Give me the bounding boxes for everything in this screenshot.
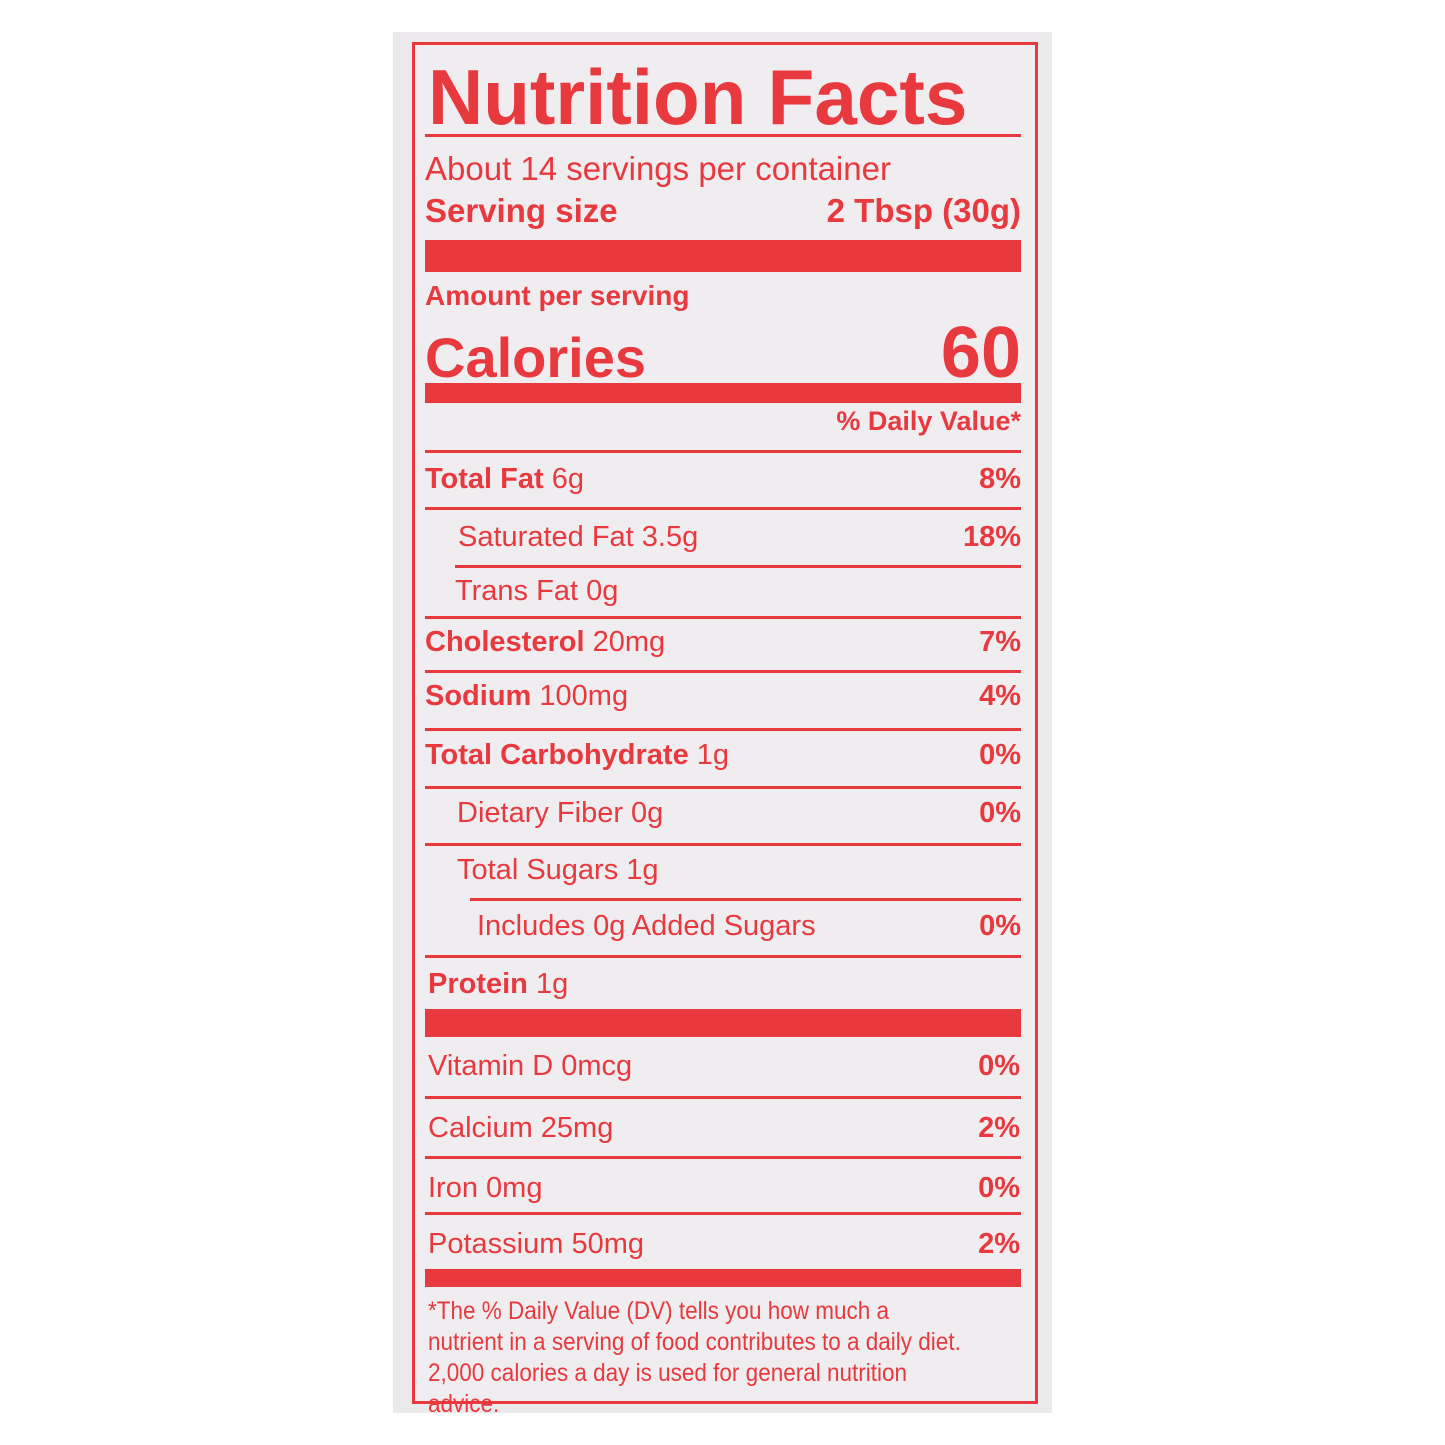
amount-per-serving-text: Amount per serving bbox=[425, 280, 690, 311]
divider bbox=[425, 1212, 1021, 1215]
divider bbox=[470, 898, 1021, 901]
nutrient-row-saturated-fat: Saturated Fat 3.5g 18% bbox=[425, 521, 1021, 554]
nutrient-dv: 8% bbox=[979, 463, 1021, 495]
nutrient-name: Cholesterol bbox=[425, 626, 585, 658]
nutrient-dv: 7% bbox=[979, 626, 1021, 658]
daily-value-header: % Daily Value* bbox=[425, 406, 1021, 437]
vitamin-name: Iron 0mg bbox=[428, 1172, 543, 1204]
nutrient-name: Protein bbox=[428, 968, 528, 1000]
nutrient-row-sodium: Sodium 100mg 4% bbox=[425, 680, 1021, 713]
nutrient-dv: 4% bbox=[979, 680, 1021, 712]
nutrient-row-trans-fat: Trans Fat 0g bbox=[425, 575, 1021, 608]
calories-label: Calories bbox=[425, 326, 646, 389]
nutrient-row-total-sugars: Total Sugars 1g bbox=[425, 854, 1021, 887]
divider bbox=[425, 507, 1021, 510]
nutrient-row-cholesterol: Cholesterol 20mg 7% bbox=[425, 626, 1021, 659]
amount-per-serving: Amount per serving bbox=[425, 280, 1021, 312]
nutrient-name: Total Carbohydrate bbox=[425, 739, 689, 771]
nutrient-name: Total Fat bbox=[425, 463, 544, 495]
nutrient-amount: 6g bbox=[551, 463, 585, 495]
thick-divider bbox=[425, 240, 1021, 272]
servings-per-container: About 14 servings per container bbox=[425, 150, 1021, 188]
nutrient-name: Saturated Fat 3.5g bbox=[458, 521, 699, 553]
divider bbox=[425, 616, 1021, 619]
nutrient-name: Dietary Fiber 0g bbox=[457, 797, 664, 829]
nutrient-row-added-sugars: Includes 0g Added Sugars 0% bbox=[425, 910, 1021, 943]
calories-row: Calories 60 bbox=[425, 312, 1021, 394]
nutrient-name: Total Sugars 1g bbox=[457, 854, 659, 886]
vitamin-name: Calcium 25mg bbox=[428, 1112, 614, 1144]
divider bbox=[425, 786, 1021, 789]
divider bbox=[425, 843, 1021, 846]
vitamin-row-iron: Iron 0mg 0% bbox=[428, 1172, 1020, 1205]
nutrient-row-protein: Protein 1g bbox=[428, 968, 1024, 1001]
nutrient-amount: 1g bbox=[535, 968, 569, 1000]
divider bbox=[425, 450, 1021, 453]
calories-value: 60 bbox=[940, 313, 1021, 393]
nutrient-row-dietary-fiber: Dietary Fiber 0g 0% bbox=[425, 797, 1021, 830]
nutrient-name: Trans Fat 0g bbox=[455, 575, 619, 607]
divider bbox=[425, 728, 1021, 731]
nutrient-dv: 18% bbox=[962, 521, 1021, 553]
divider bbox=[425, 670, 1021, 673]
nutrient-dv: 0% bbox=[979, 739, 1021, 771]
medium-divider bbox=[425, 383, 1021, 403]
nutrient-name: Includes 0g Added Sugars bbox=[477, 910, 816, 942]
vitamin-name: Vitamin D 0mcg bbox=[428, 1050, 633, 1082]
dv-header-text: % Daily Value* bbox=[836, 406, 1021, 436]
nutrient-dv: 0% bbox=[979, 797, 1021, 829]
nutrient-row-total-fat: Total Fat 6g 8% bbox=[425, 463, 1021, 496]
nutrient-amount: 20mg bbox=[592, 626, 666, 658]
footnote: *The % Daily Value (DV) tells you how mu… bbox=[428, 1297, 961, 1418]
divider bbox=[425, 955, 1021, 958]
serving-size-label: Serving size bbox=[425, 192, 618, 229]
nutrient-name: Sodium bbox=[425, 680, 532, 712]
medium-divider bbox=[425, 1269, 1021, 1287]
serving-size-row: Serving size 2 Tbsp (30g) bbox=[425, 192, 1021, 230]
servings-text: About 14 servings per container bbox=[425, 150, 891, 187]
divider bbox=[455, 565, 1021, 568]
divider bbox=[425, 1096, 1021, 1099]
vitamin-dv: 2% bbox=[978, 1112, 1020, 1144]
vitamin-dv: 0% bbox=[978, 1172, 1020, 1204]
vitamin-name: Potassium 50mg bbox=[428, 1228, 644, 1260]
label-title: Nutrition Facts bbox=[428, 53, 968, 141]
divider bbox=[425, 1156, 1021, 1159]
nutrient-amount: 1g bbox=[696, 739, 730, 771]
vitamin-row-vitamin-d: Vitamin D 0mcg 0% bbox=[428, 1050, 1020, 1083]
nutrient-row-total-carbohydrate: Total Carbohydrate 1g 0% bbox=[425, 739, 1021, 772]
thick-divider bbox=[425, 1009, 1021, 1037]
divider bbox=[425, 134, 1021, 137]
vitamin-dv: 2% bbox=[978, 1228, 1020, 1260]
vitamin-row-potassium: Potassium 50mg 2% bbox=[428, 1228, 1020, 1261]
nutrient-amount: 100mg bbox=[539, 680, 629, 712]
vitamin-dv: 0% bbox=[978, 1050, 1020, 1082]
nutrient-dv: 0% bbox=[979, 910, 1021, 942]
vitamin-row-calcium: Calcium 25mg 2% bbox=[428, 1112, 1020, 1145]
serving-size-value: 2 Tbsp (30g) bbox=[826, 192, 1021, 229]
